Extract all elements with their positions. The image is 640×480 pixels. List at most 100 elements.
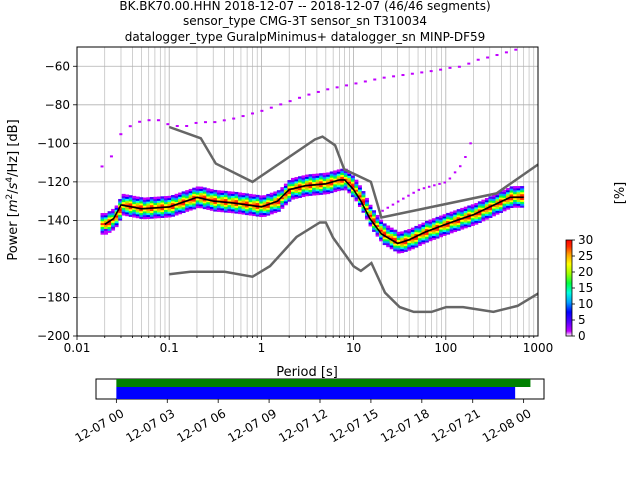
heatmap-cell — [276, 192, 281, 195]
heatmap-cell — [357, 191, 362, 194]
heatmap-cell — [372, 210, 377, 213]
heatmap-cell — [209, 192, 214, 196]
heatmap-cell — [400, 250, 405, 254]
heatmap-cell — [269, 211, 274, 215]
heatmap-cell — [149, 204, 154, 208]
heatmap-cell — [312, 185, 317, 188]
heatmap-cell — [319, 192, 324, 195]
heatmap-cell — [167, 207, 172, 210]
heatmap-cell — [128, 200, 133, 204]
y-tick-label: −180 — [37, 290, 70, 304]
heatmap-cell — [213, 203, 218, 206]
heatmap-cell — [142, 205, 147, 208]
heatmap-cell — [467, 217, 472, 220]
heatmap-cell — [329, 186, 334, 190]
heatmap-cell — [368, 212, 373, 215]
heatmap-cell — [118, 202, 123, 206]
heatmap-cell — [375, 222, 380, 226]
heatmap-cell — [400, 242, 405, 246]
heatmap-cell — [195, 201, 200, 205]
heatmap-cell — [195, 188, 200, 191]
heatmap-cell — [276, 190, 281, 193]
heatmap-cell — [227, 195, 232, 198]
heatmap-cell — [400, 244, 405, 248]
heatmap-cell — [428, 236, 433, 240]
heatmap-cell — [453, 210, 458, 213]
heatmap-cell — [100, 224, 105, 227]
heatmap-cell — [488, 196, 493, 199]
heatmap-cell — [340, 187, 345, 191]
heatmap-cell — [223, 190, 228, 194]
heatmap-cell — [484, 197, 489, 201]
heatmap-cell — [206, 201, 211, 205]
heatmap-cell — [227, 206, 232, 210]
heatmap-cell — [315, 179, 320, 182]
colorbar-tick-label: 30 — [578, 233, 593, 247]
heatmap-cell — [403, 232, 408, 235]
heatmap-cell — [432, 225, 436, 229]
heatmap-cell — [241, 192, 246, 196]
heatmap-cell — [350, 194, 355, 198]
heatmap-cell — [386, 244, 391, 248]
heatmap-cell — [252, 194, 257, 197]
heatmap-cell — [142, 203, 147, 206]
heatmap-cell — [357, 200, 362, 204]
heatmap-cell — [273, 193, 278, 196]
heatmap-cell-outlier — [476, 58, 480, 61]
heatmap-cell — [516, 197, 521, 201]
heatmap-cell — [372, 219, 377, 223]
heatmap-cell — [333, 178, 338, 181]
heatmap-cell — [100, 226, 105, 229]
heatmap-cell — [463, 220, 468, 223]
heatmap-cell — [336, 186, 341, 190]
heatmap-cell — [142, 197, 147, 200]
heatmap-cell-outlier — [382, 76, 386, 79]
heatmap-cell — [326, 176, 331, 179]
heatmap-cell — [499, 191, 503, 194]
heatmap-cell — [167, 215, 172, 218]
heatmap-cell — [417, 235, 422, 239]
heatmap-cell — [132, 211, 137, 214]
heatmap-cell — [442, 229, 447, 233]
heatmap-cell — [216, 203, 221, 207]
heatmap-cell — [326, 191, 331, 195]
heatmap-cell — [202, 202, 207, 206]
heatmap-cell — [509, 190, 514, 193]
heatmap-cell — [453, 229, 458, 233]
heatmap-cell — [231, 195, 235, 198]
heatmap-cell — [400, 248, 405, 252]
heatmap-cell — [424, 224, 429, 228]
heatmap-cell — [287, 180, 292, 183]
heatmap-cell — [132, 207, 137, 210]
heatmap-cell — [491, 210, 496, 213]
heatmap-cell — [354, 198, 359, 202]
heatmap-cell — [149, 214, 154, 217]
heatmap-cell — [375, 224, 380, 227]
heatmap-cell — [491, 198, 496, 201]
heatmap-cell-outlier — [401, 74, 405, 77]
x-tick-label: 0.1 — [160, 341, 179, 355]
heatmap-cell — [174, 201, 179, 204]
heatmap-cell — [252, 196, 257, 199]
heatmap-cell — [206, 195, 211, 199]
heatmap-cell — [245, 210, 250, 214]
heatmap-cell — [287, 197, 292, 200]
heatmap-cell — [241, 200, 246, 204]
heatmap-cell — [269, 200, 274, 203]
heatmap-cell — [414, 245, 419, 248]
heatmap-cell — [245, 212, 250, 216]
heatmap-cell — [439, 234, 444, 238]
heatmap-cell — [259, 208, 264, 212]
heatmap-cell — [513, 186, 518, 189]
heatmap-cell — [361, 192, 366, 196]
heatmap-cell — [231, 199, 235, 202]
heatmap-cell — [121, 199, 126, 203]
heatmap-cell — [389, 229, 394, 232]
heatmap-cell — [488, 204, 493, 207]
y-tick-label: −60 — [45, 59, 70, 73]
heatmap-cell — [171, 200, 175, 204]
heatmap-cell — [520, 201, 525, 204]
heatmap-cell — [206, 207, 211, 210]
heatmap-cell — [477, 205, 482, 208]
heatmap-cell — [280, 200, 285, 204]
